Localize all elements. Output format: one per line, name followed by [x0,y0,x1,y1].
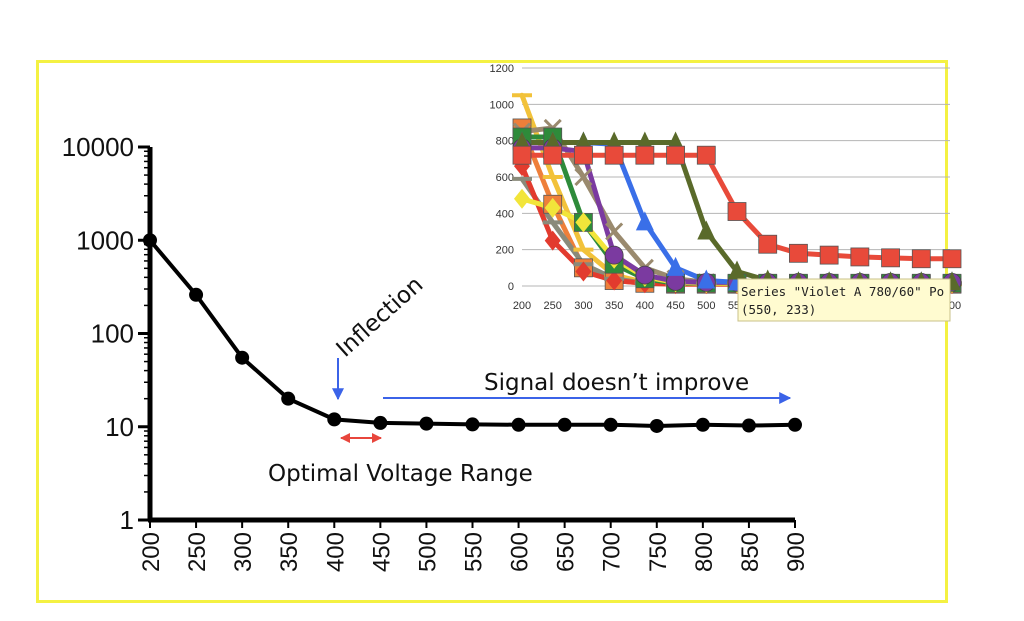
inset-x-tick-label: 250 [544,300,562,312]
series-tooltip: Series "Violet A 780/60" Po (550, 233) [737,278,951,322]
inset-point [574,145,593,165]
inset-point [512,145,532,165]
x-tick-label: 200 [138,532,165,572]
x-tick-label: 350 [276,532,303,572]
inset-point [696,145,716,165]
y-tick-label: 1000 [76,225,134,255]
inset-y-tick-label: 200 [496,245,514,257]
inset-y-tick-label: 1000 [490,99,514,111]
inset-point [606,270,623,291]
inset-y-tick-label: 600 [496,172,514,184]
data-point [143,233,157,248]
tooltip-line-2: (550, 233) [741,302,816,317]
inset-point [574,131,593,151]
inset-point [789,243,808,263]
inset-chart: 1200 1000 800 600 400 200 0 200 250 300 350 400 450 5… [490,63,962,312]
x-tick-label: 400 [322,532,349,572]
x-tick-label: 300 [230,532,257,572]
inset-x-tick-label: 450 [666,300,684,312]
inset-point [881,248,900,268]
data-point [511,417,526,432]
inset-point [666,145,685,165]
inset-point [666,256,685,276]
inset-point [942,249,962,269]
inset-point [666,131,685,151]
inflection-label: Inflection [332,272,429,363]
inset-point [604,245,624,265]
inset-x-tick-label: 400 [636,300,654,312]
data-point [373,415,388,430]
data-point [649,418,664,433]
inset-point [543,131,562,151]
x-tick-label: 900 [783,532,810,572]
inset-point [697,220,716,240]
x-tick-label: 500 [414,532,441,572]
tooltip-line-1: Series "Violet A 780/60" Po [741,284,944,299]
inset-x-tick-label: 300 [574,300,592,312]
data-point [419,416,434,431]
x-tick-label: 250 [184,532,211,572]
inset-point [819,245,839,265]
inset-point [574,167,593,187]
inset-point [543,145,563,165]
x-tick-label: 700 [599,532,626,572]
inset-point [635,265,655,285]
inset-point [635,131,654,151]
inset-y-tick-label: 0 [508,281,514,293]
inset-point [697,269,716,289]
inset-point [605,131,624,151]
data-point [741,418,756,433]
x-tick-label: 750 [645,532,672,572]
data-point [557,417,572,432]
inset-point [850,247,870,267]
x-tick-label: 550 [461,532,488,572]
inset-y-tick-label: 400 [496,208,514,220]
y-tick-label: 10000 [62,132,134,162]
inset-point [575,212,592,233]
x-tick-label: 650 [553,532,580,572]
x-tick-label: 800 [691,532,718,572]
x-tick-label: 600 [507,532,534,572]
optimal-range-label: Optimal Voltage Range [268,461,533,487]
inset-point [911,249,931,269]
x-tick-label: 850 [737,532,764,572]
data-point [695,417,710,432]
data-point [281,391,296,406]
inset-point [575,261,592,282]
y-tick-label: 100 [91,319,134,349]
y-tick-label: 1 [120,505,134,535]
inset-x-tick-label: 200 [513,300,531,312]
chart-frame [36,60,948,603]
data-point [788,417,802,432]
inset-point [728,260,746,280]
inset-x-tick-label: 500 [697,300,715,312]
inset-point [605,222,624,241]
inset-point [544,197,561,218]
inset-x-tick-label: 350 [605,300,623,312]
y-tick-label: 10 [105,412,134,442]
inset-point [514,188,530,209]
inset-y-tick-label: 1200 [490,63,514,75]
data-point [235,350,250,365]
data-point [465,417,480,432]
inset-point [544,230,561,251]
data-point [327,412,342,427]
inset-point [758,234,778,254]
inset-point [635,211,654,231]
inset-y-tick-label: 800 [496,136,514,148]
data-point [189,287,204,302]
tooltip-box [737,278,951,322]
inset-point [513,131,531,151]
inset-point [727,202,747,221]
inset-point [604,145,624,165]
x-tick-label: 450 [368,532,395,572]
inset-point [635,145,655,165]
data-point [603,417,618,432]
signal-label: Signal doesn’t improve [484,370,749,396]
